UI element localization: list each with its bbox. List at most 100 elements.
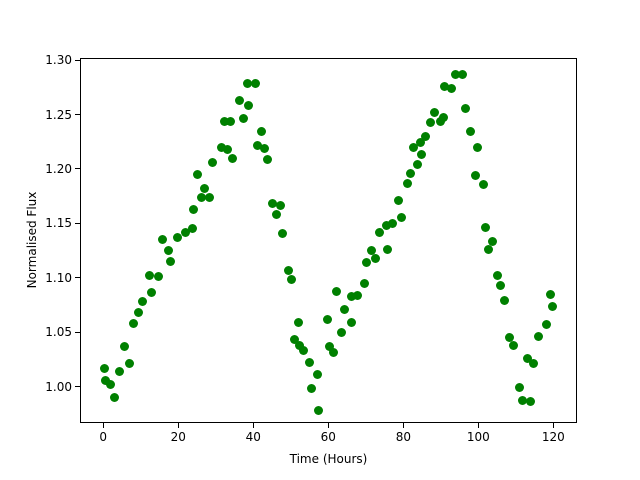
data-point	[420, 131, 430, 141]
x-tick	[177, 423, 179, 428]
data-point	[328, 348, 338, 358]
data-point	[313, 370, 323, 380]
y-tick-label: 1.25	[45, 107, 72, 122]
data-point	[306, 384, 316, 394]
data-point	[223, 144, 233, 154]
data-point	[228, 153, 238, 163]
data-point	[534, 332, 544, 341]
data-point	[541, 320, 551, 330]
data-point	[101, 375, 111, 385]
data-point	[145, 271, 155, 281]
x-tick-label: 40	[245, 430, 261, 444]
data-point	[188, 224, 198, 234]
data-point	[197, 192, 207, 202]
y-tick-label: 1.30	[45, 53, 72, 68]
data-point	[199, 184, 209, 194]
data-point	[406, 168, 416, 178]
data-point	[192, 169, 202, 179]
x-tick	[252, 423, 254, 428]
data-point	[439, 113, 449, 123]
data-point	[367, 246, 377, 256]
data-point	[484, 244, 494, 254]
data-point	[440, 81, 450, 91]
data-point	[429, 107, 439, 117]
data-point	[417, 150, 427, 160]
y-tick	[75, 59, 80, 61]
data-point	[250, 78, 260, 88]
data-point	[548, 301, 558, 311]
data-point	[402, 178, 412, 188]
data-point	[105, 379, 115, 389]
y-tick	[75, 222, 80, 224]
data-point	[134, 308, 144, 318]
x-tick	[327, 423, 329, 428]
data-point	[220, 116, 230, 126]
data-point	[158, 235, 168, 245]
x-axis-label: Time (Hours)	[289, 452, 368, 466]
data-point	[495, 280, 505, 290]
x-tick-label: 120	[541, 430, 565, 444]
y-tick-label: 1.20	[45, 161, 72, 176]
data-point	[99, 363, 109, 373]
data-point	[153, 272, 163, 282]
data-point	[522, 353, 532, 363]
data-point	[359, 278, 369, 288]
data-point	[305, 358, 315, 368]
data-point	[109, 392, 119, 402]
data-point	[465, 127, 475, 137]
data-point	[124, 359, 134, 369]
data-point	[388, 218, 398, 228]
data-point	[413, 160, 423, 170]
data-point	[397, 213, 407, 223]
data-point	[242, 78, 252, 88]
data-point	[393, 196, 403, 206]
data-point	[332, 287, 342, 297]
data-point	[346, 291, 356, 301]
data-point	[294, 340, 304, 350]
x-tick	[477, 423, 479, 428]
data-point	[257, 127, 267, 137]
x-tick-label: 80	[395, 430, 411, 444]
data-point	[263, 154, 273, 164]
data-point	[347, 317, 357, 327]
x-tick	[102, 423, 104, 428]
data-point	[361, 258, 371, 268]
data-point	[487, 237, 497, 247]
data-point	[518, 396, 528, 406]
data-point	[294, 317, 304, 327]
data-point	[129, 318, 139, 328]
data-point	[526, 397, 536, 407]
data-point	[238, 114, 248, 124]
x-tick	[402, 423, 404, 428]
y-tick-label: 1.15	[45, 216, 72, 231]
data-point	[165, 256, 175, 266]
y-tick-label: 1.05	[45, 325, 72, 340]
data-point	[276, 201, 286, 211]
data-point	[271, 210, 281, 220]
data-point	[299, 346, 309, 356]
data-point	[472, 142, 482, 152]
y-tick-label: 1.10	[45, 270, 72, 285]
data-point	[416, 138, 426, 148]
data-point	[314, 405, 324, 415]
data-point	[204, 192, 214, 202]
data-point	[409, 142, 419, 152]
data-point	[283, 265, 293, 275]
data-point	[461, 103, 471, 113]
y-tick	[75, 331, 80, 333]
y-tick-label: 1.00	[45, 379, 72, 394]
data-point	[208, 157, 218, 167]
data-point	[515, 383, 525, 393]
data-point	[323, 314, 333, 324]
data-point	[278, 228, 288, 238]
data-point	[188, 204, 198, 214]
data-point	[353, 290, 363, 300]
data-point	[509, 340, 519, 350]
y-tick	[75, 386, 80, 388]
y-tick	[75, 168, 80, 170]
data-point	[180, 227, 190, 237]
data-point	[480, 223, 490, 233]
x-tick-label: 100	[466, 430, 490, 444]
data-point	[252, 140, 262, 150]
data-point	[259, 143, 269, 153]
